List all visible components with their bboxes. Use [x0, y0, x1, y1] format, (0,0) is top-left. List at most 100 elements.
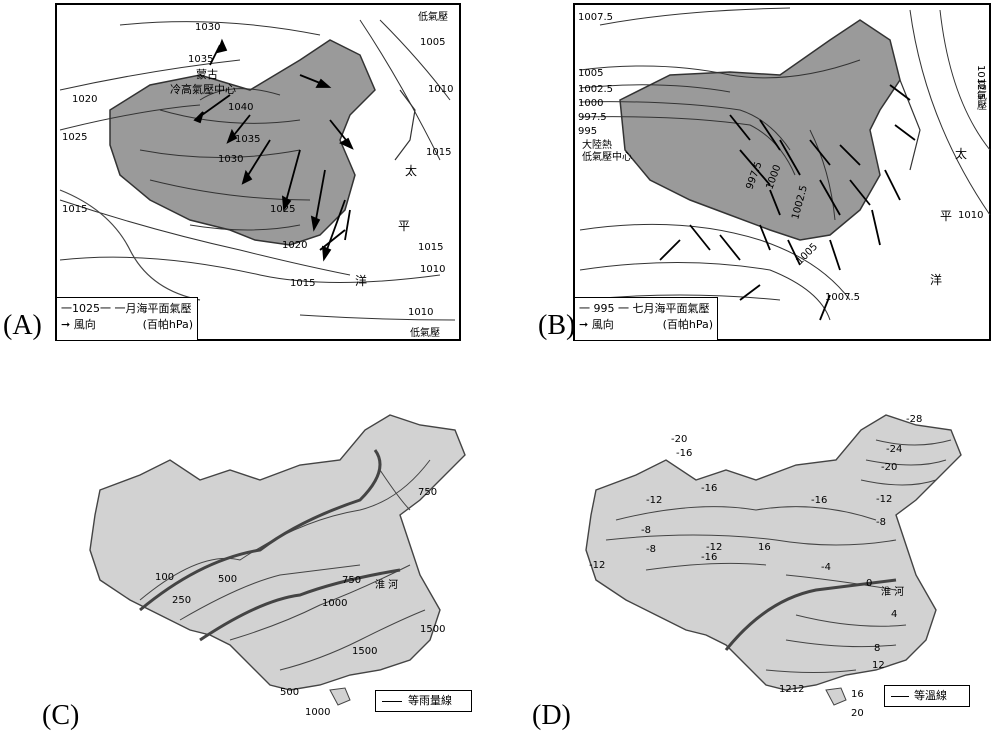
map-label: -28: [906, 414, 922, 425]
legend-b: 一 995 一 七月海平面氣壓 ➞ 風向 (百帕hPa): [574, 297, 718, 341]
map-label: -8: [646, 544, 656, 555]
map-label: 大陸熱: [582, 138, 612, 151]
map-label: 12: [872, 660, 885, 671]
china-shape-b: [619, 19, 901, 241]
panel-d-label: (D): [532, 700, 571, 731]
legend-c-text: 等雨量線: [408, 694, 452, 707]
map-b: 1007.5 1005 1002.5 1000 997.5 995 997.5 …: [573, 3, 991, 341]
map-label: 1015: [290, 278, 315, 289]
china-shape-d: [585, 414, 962, 691]
map-label: 1010: [958, 210, 983, 221]
map-label: 蒙古: [196, 68, 218, 81]
map-label: 1012.5: [975, 65, 986, 100]
map-label: 16: [851, 689, 864, 700]
map-label: 1212: [779, 684, 804, 695]
legend-b-arrow: ➞ 風向: [579, 318, 614, 331]
map-label: 500: [280, 687, 299, 698]
map-label: 冷高氣壓中心: [170, 82, 236, 96]
map-label: 1030: [218, 154, 243, 165]
map-label: 1010: [420, 264, 445, 275]
wind-arrows-a: [193, 38, 354, 262]
map-label: -8: [876, 517, 886, 528]
map-label: 997.5: [578, 112, 607, 123]
map-label: -16: [676, 448, 692, 459]
china-shape-c: [89, 414, 466, 691]
map-a: 1030 1035 1040 1035 1030 1025 1020 1025 …: [55, 3, 461, 341]
map-label: -12: [706, 542, 722, 553]
panel-c-precipitation-map: 100 250 500 750 750 1000 1500 1500 500 1…: [0, 400, 496, 735]
map-label: 低氣壓: [410, 326, 440, 339]
map-label: 高氣壓: [975, 79, 987, 110]
map-label: 1035: [235, 134, 260, 145]
map-label: 淮 河: [881, 586, 904, 598]
map-label: 750: [342, 575, 361, 586]
legend-b-unit: (百帕hPa): [662, 318, 713, 331]
map-label: 1015: [62, 204, 87, 215]
panel-b-july-pressure-map: 1007.5 1005 1002.5 1000 997.5 995 997.5 …: [530, 0, 992, 345]
map-label: -4: [821, 562, 831, 573]
map-label: -16: [811, 495, 827, 506]
map-c: 100 250 500 750 750 1000 1500 1500 500 1…: [89, 414, 466, 718]
map-label: 平: [940, 209, 952, 223]
map-label: -8: [641, 525, 651, 536]
map-label: 1500: [420, 624, 445, 635]
map-label: 4: [891, 609, 897, 620]
map-label: 750: [418, 487, 437, 498]
map-label: 1040: [228, 102, 253, 113]
map-label: 1020: [72, 94, 97, 105]
panel-a-january-pressure-map: 1030 1035 1040 1035 1030 1025 1020 1025 …: [0, 0, 545, 345]
map-label: 1000: [305, 707, 330, 718]
map-label: 1010: [408, 307, 433, 318]
panel-c-label: (C): [42, 700, 80, 731]
map-label: -12: [876, 494, 892, 505]
map-label: 太: [405, 163, 417, 178]
legend-a-isobar: 一1025一 一月海平面氣壓: [61, 302, 192, 315]
map-label: 低氣壓中心: [582, 150, 632, 163]
map-label: 1005: [420, 37, 445, 48]
map-label: -24: [886, 444, 902, 455]
panel-d-temperature-map: -28 -24 -20 -20 -16 -16 -16 -12 -12 -12 …: [496, 400, 992, 735]
map-label: 1000: [578, 98, 603, 109]
map-label: 995: [578, 126, 597, 137]
map-label: -20: [881, 462, 897, 473]
map-label: -12: [589, 560, 605, 571]
map-label: 1035: [188, 54, 213, 65]
map-label: 1015: [418, 242, 443, 253]
map-d: -28 -24 -20 -20 -16 -16 -16 -12 -12 -12 …: [585, 414, 962, 719]
map-label: 1025: [270, 204, 295, 215]
legend-d: 等溫線: [884, 685, 970, 707]
map-label: 淮 河: [375, 579, 398, 591]
panel-b-label: (B): [538, 310, 576, 341]
map-label: 1007.5: [578, 12, 613, 23]
map-label: 1020: [282, 240, 307, 251]
map-label: 1025: [62, 132, 87, 143]
map-label: 平: [398, 219, 410, 233]
map-label: 1007.5: [825, 292, 860, 303]
map-label: -12: [646, 495, 662, 506]
map-label: -20: [671, 434, 687, 445]
map-label: 16: [758, 542, 771, 553]
map-label: 8: [874, 643, 880, 654]
map-label: 1002.5: [578, 84, 613, 95]
map-label: 1000: [322, 598, 347, 609]
wind-arrows-b: [659, 84, 916, 321]
map-label: 1010: [428, 84, 453, 95]
map-label: -16: [701, 552, 717, 563]
panel-a-label: (A): [3, 310, 42, 341]
legend-a-unit: (百帕hPa): [142, 318, 193, 331]
map-label: 500: [218, 574, 237, 585]
map-label: 洋: [930, 272, 942, 287]
map-label: 100: [155, 572, 174, 583]
map-label: -16: [701, 483, 717, 494]
legend-c: 等雨量線: [375, 690, 472, 712]
legend-b-isobar: 一 995 一 七月海平面氣壓: [579, 302, 710, 315]
map-label: 250: [172, 595, 191, 606]
map-label: 1015: [426, 147, 451, 158]
map-label: 0: [866, 578, 872, 589]
legend-a: 一1025一 一月海平面氣壓 ➞ 風向 (百帕hPa): [56, 297, 198, 341]
map-label: 1500: [352, 646, 377, 657]
map-label: 低氣壓: [418, 10, 448, 23]
map-label: 20: [851, 708, 864, 719]
map-label: 洋: [355, 273, 367, 288]
map-label: 太: [955, 146, 967, 161]
